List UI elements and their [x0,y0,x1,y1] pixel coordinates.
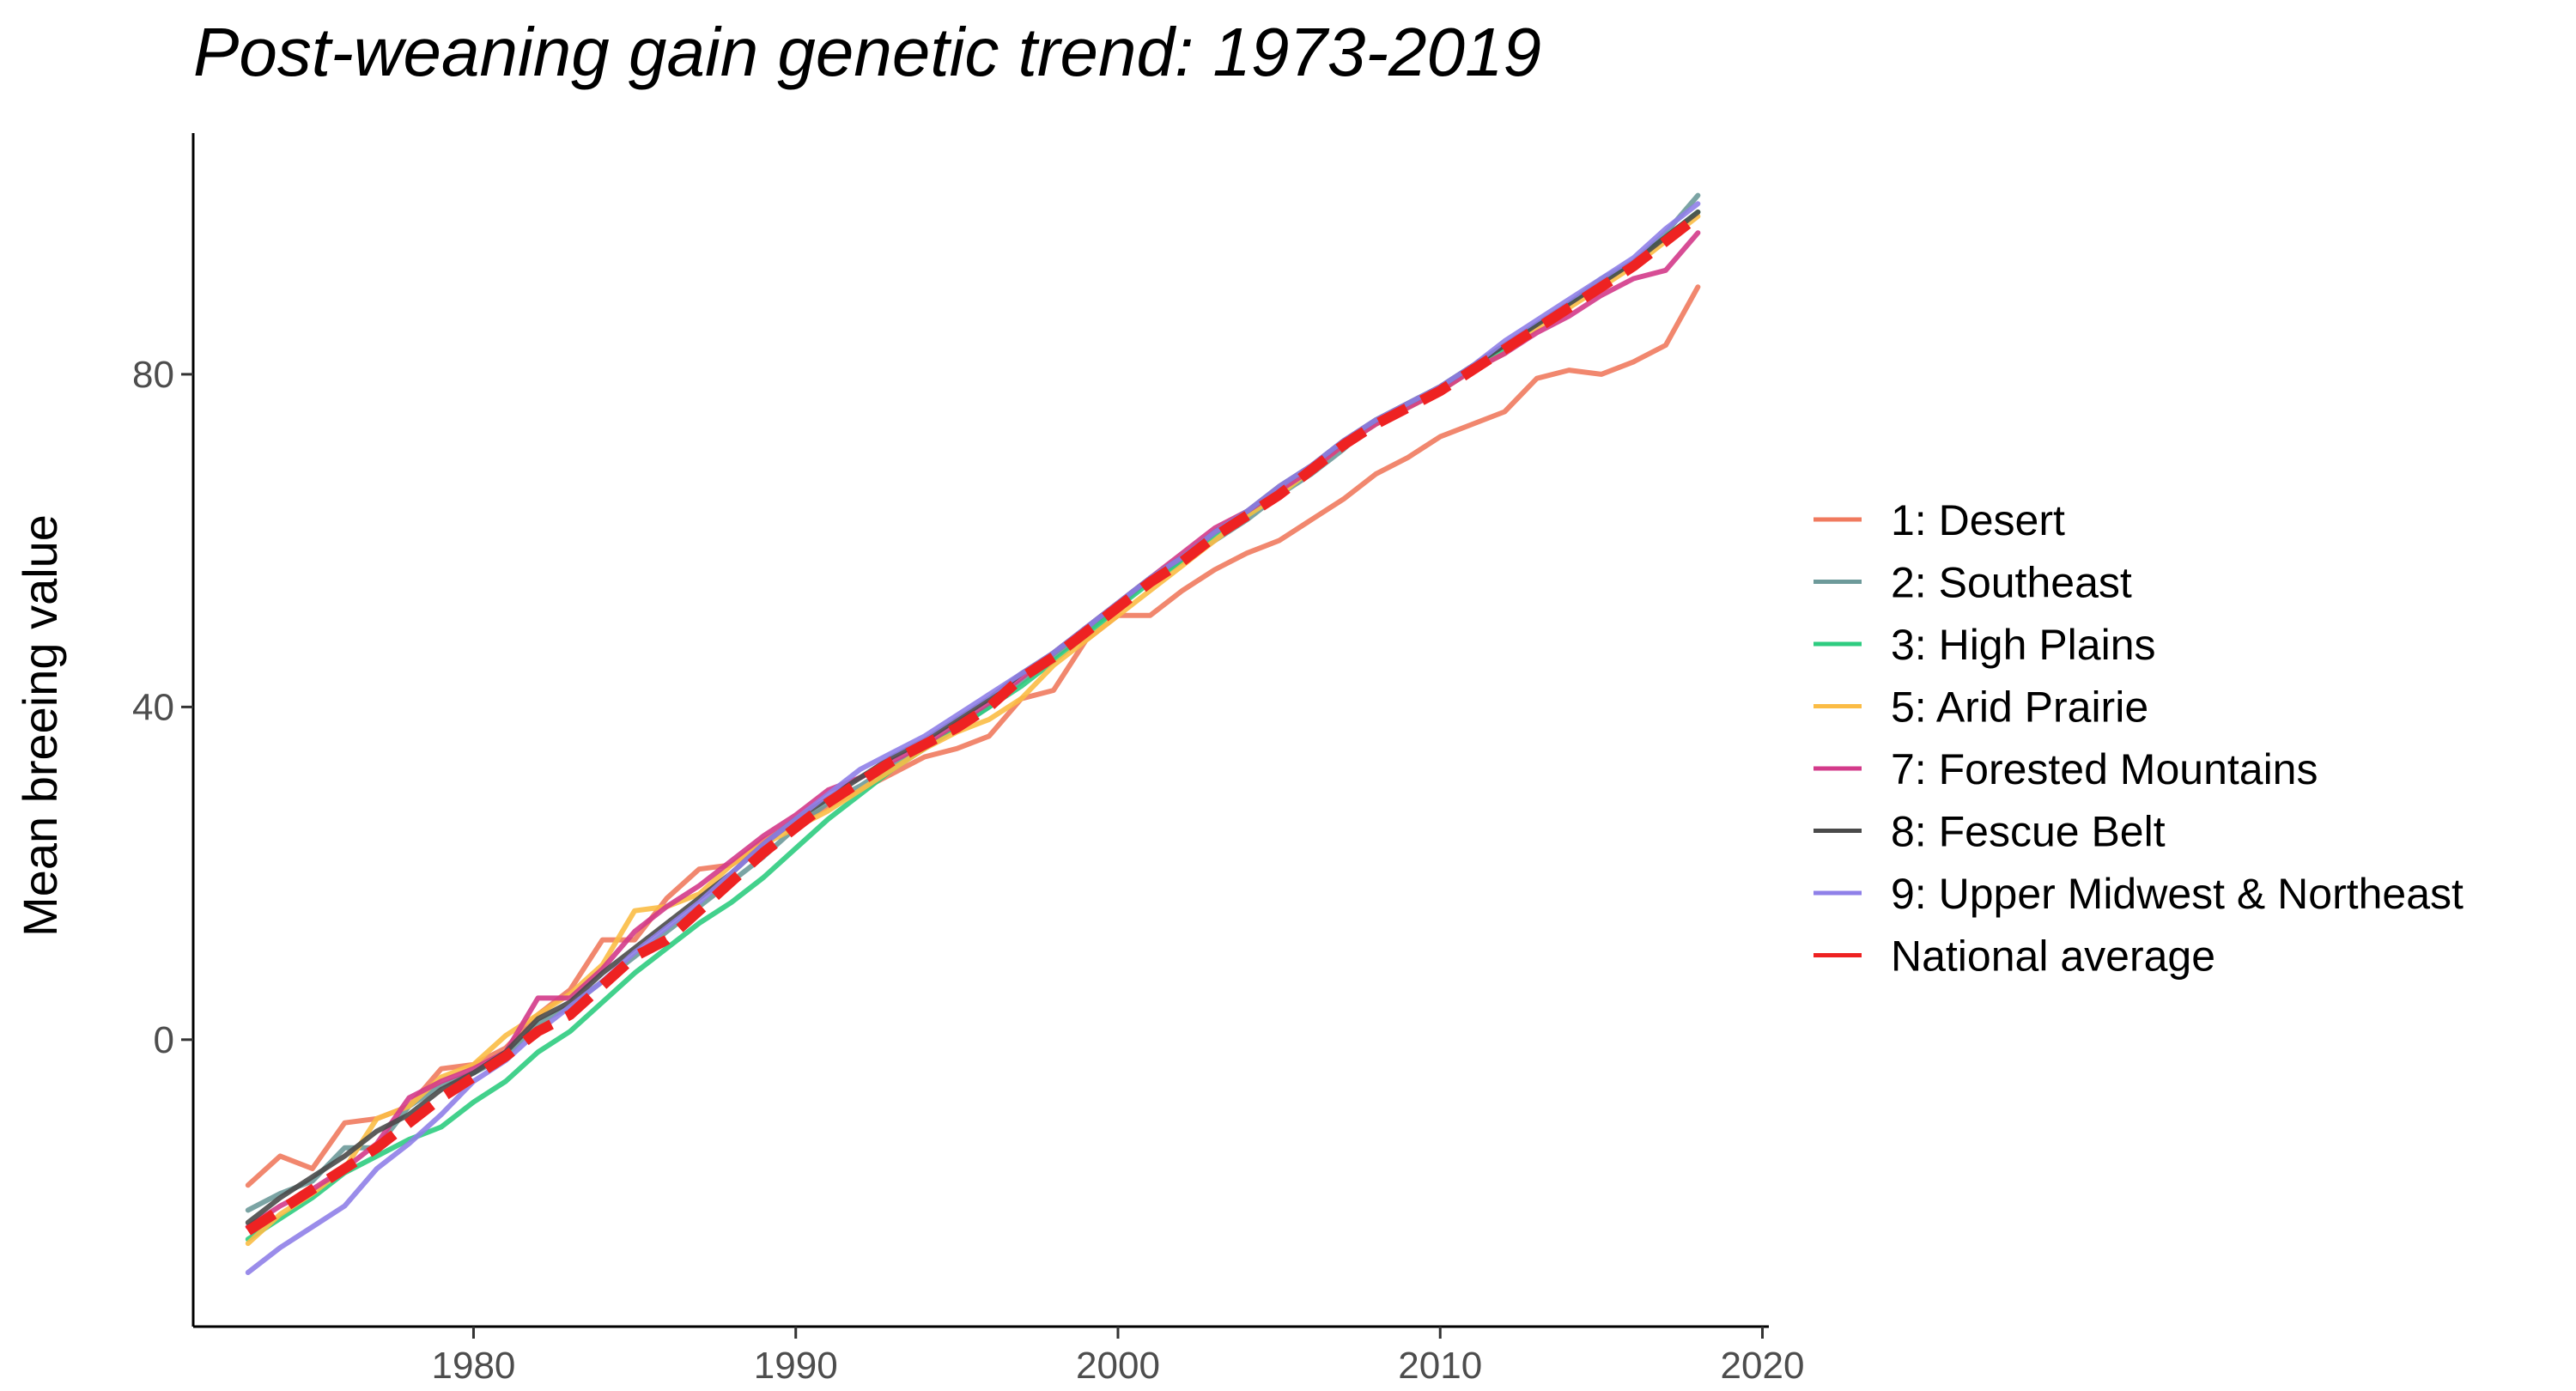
chart-title: Post-weaning gain genetic trend: 1973-20… [193,14,1541,90]
y-tick-label: 40 [132,686,174,728]
legend: 1: Desert 2: Southeast 3: High Plains 5: Ar… [1814,496,2464,981]
legend-label-9-upper-midwest-northeast: 9: Upper Midwest & Northeast [1891,870,2464,918]
y-tick-label: 80 [132,354,174,396]
y-axis-title: Mean breeing value [13,514,67,937]
x-tick-label: 2020 [1721,1345,1805,1387]
legend-label-5-arid-prairie: 5: Arid Prairie [1891,683,2148,732]
y-tick-label: 0 [154,1019,174,1061]
x-tick-label: 1980 [432,1345,516,1387]
x-tick-label: 1990 [754,1345,838,1387]
legend-label-1-desert: 1: Desert [1891,496,2065,544]
plot-lines [245,192,1702,1275]
legend-label-national-average: National average [1891,932,2215,981]
legend-label-2-southeast: 2: Southeast [1891,559,2132,607]
x-tick-label: 2010 [1398,1345,1482,1387]
legend-label-8-fescue-belt: 8: Fescue Belt [1891,808,2166,856]
series-line-national-average [245,212,1702,1236]
legend-label-3-high-plains: 3: High Plains [1891,621,2156,669]
legend-label-7-forested-mountains: 7: Forested Mountains [1891,745,2318,793]
x-tick-label: 2000 [1076,1345,1160,1387]
x-axis-ticks: 1980 1990 2000 2010 2020 [432,1327,1805,1387]
series-line-1-desert [245,284,1701,1188]
y-axis-ticks: 0 40 80 [132,354,193,1061]
